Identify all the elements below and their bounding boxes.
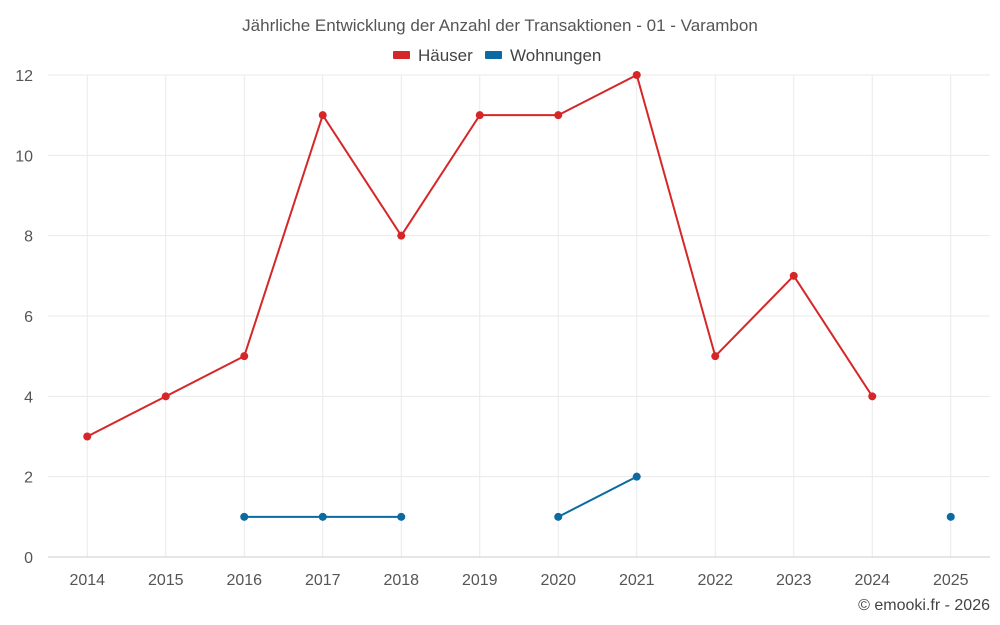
legend-item-haeuser[interactable]: Häuser xyxy=(393,46,473,65)
data-point-haeuser[interactable] xyxy=(868,392,877,401)
data-point-haeuser[interactable] xyxy=(632,71,641,79)
data-point-haeuser[interactable] xyxy=(554,111,563,120)
data-point-wohnungen[interactable] xyxy=(554,512,563,521)
x-tick-label: 2025 xyxy=(933,572,969,589)
chart-title: Jährliche Entwicklung der Anzahl der Tra… xyxy=(242,16,758,35)
data-point-haeuser[interactable] xyxy=(475,111,484,120)
x-tick-label: 2017 xyxy=(305,572,341,589)
x-tick-label: 2019 xyxy=(462,572,498,589)
legend-item-wohnungen[interactable]: Wohnungen xyxy=(485,46,601,65)
data-point-haeuser[interactable] xyxy=(240,352,249,361)
legend-swatch-haeuser xyxy=(393,51,410,59)
x-tick-label: 2021 xyxy=(619,572,655,589)
axis-layer: 0 2 4 6 8 10 12 2014 2015 2016 2017 2018 2019 2020 202… xyxy=(15,68,990,589)
y-tick-label: 8 xyxy=(24,229,33,246)
data-point-wohnungen[interactable] xyxy=(632,472,641,481)
data-point-wohnungen[interactable] xyxy=(397,512,406,521)
x-tick-label: 2016 xyxy=(226,572,262,589)
data-point-haeuser[interactable] xyxy=(83,432,92,441)
y-tick-label: 6 xyxy=(24,309,33,326)
data-point-wohnungen[interactable] xyxy=(318,512,327,521)
legend-swatch-wohnungen xyxy=(485,51,502,59)
x-tick-label: 2014 xyxy=(69,572,105,589)
data-point-haeuser[interactable] xyxy=(789,271,798,280)
legend-label-wohnungen: Wohnungen xyxy=(510,46,601,65)
x-tick-label: 2024 xyxy=(854,572,890,589)
data-point-wohnungen[interactable] xyxy=(946,512,955,521)
legend-label-haeuser: Häuser xyxy=(418,46,473,65)
data-point-haeuser[interactable] xyxy=(397,231,406,240)
series-haeuser xyxy=(83,71,877,441)
series-wohnungen xyxy=(240,472,955,521)
credit-text: © emooki.fr - 2026 xyxy=(858,597,990,614)
x-tick-label: 2015 xyxy=(148,572,184,589)
data-point-haeuser[interactable] xyxy=(161,392,170,401)
y-tick-label: 4 xyxy=(24,389,33,406)
data-point-wohnungen[interactable] xyxy=(240,512,249,521)
series-layer xyxy=(83,71,955,521)
y-tick-label: 10 xyxy=(15,148,33,165)
legend: Häuser Wohnungen xyxy=(393,46,601,65)
x-tick-label: 2023 xyxy=(776,572,812,589)
x-tick-label: 2018 xyxy=(383,572,419,589)
series-line-wohnungen xyxy=(557,475,638,518)
x-tick-label: 2022 xyxy=(697,572,733,589)
y-tick-label: 0 xyxy=(24,550,33,567)
data-point-haeuser[interactable] xyxy=(711,352,720,361)
data-point-haeuser[interactable] xyxy=(318,111,327,120)
x-tick-label: 2020 xyxy=(540,572,576,589)
y-tick-label: 2 xyxy=(24,470,33,487)
y-tick-label: 12 xyxy=(15,68,33,85)
grid-layer xyxy=(48,74,990,558)
